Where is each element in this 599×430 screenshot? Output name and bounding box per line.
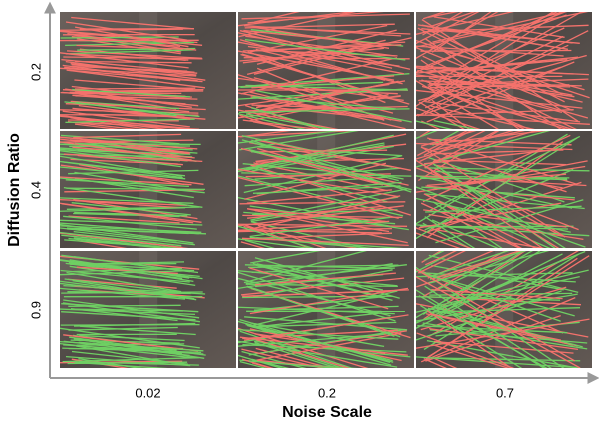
x-label: 0.2 (318, 385, 336, 400)
y-label: 0.9 (28, 301, 43, 319)
panel-grid (55, 0, 592, 425)
y-label: 0.4 (28, 181, 43, 199)
y-axis-title: Diffusion Ratio (6, 133, 23, 247)
x-axis-title: Noise Scale (282, 404, 372, 421)
x-label: 0.02 (135, 385, 160, 400)
y-label: 0.2 (28, 63, 43, 81)
x-label: 0.7 (496, 385, 514, 400)
inlier-match (79, 144, 201, 145)
outlier-match (56, 115, 198, 116)
outlier-match (75, 88, 195, 89)
